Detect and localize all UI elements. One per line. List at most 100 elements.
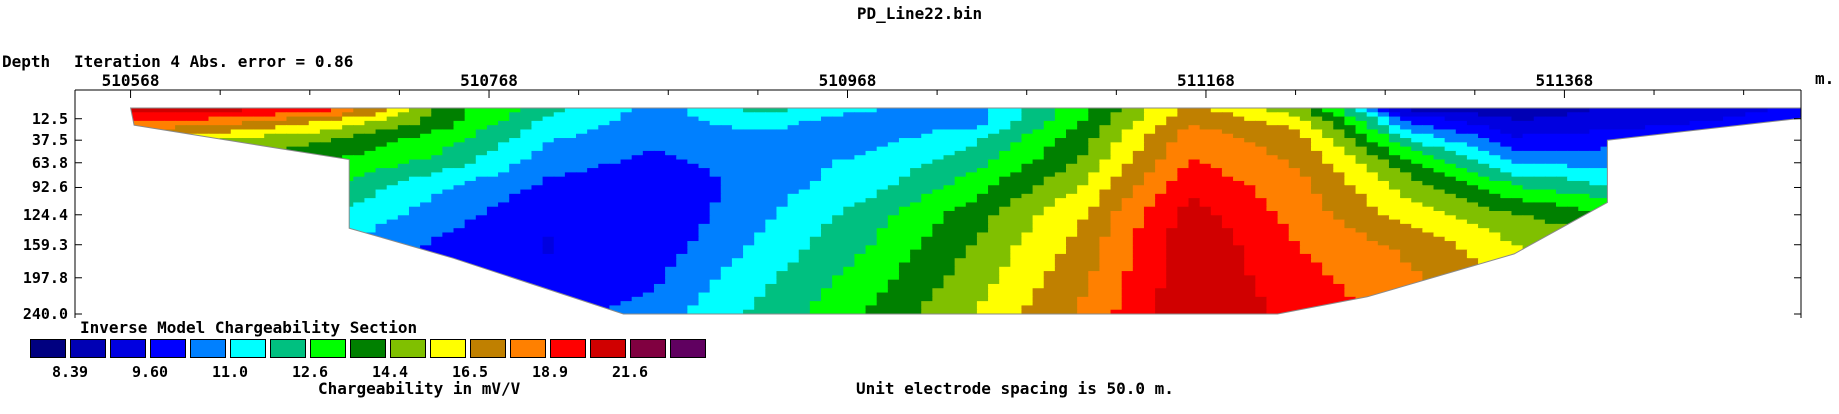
model-cell <box>1199 159 1212 165</box>
model-cell <box>1522 129 1535 135</box>
model-cell <box>1767 168 1780 173</box>
model-cell <box>587 245 599 251</box>
model-cell <box>1411 176 1423 182</box>
model-cell <box>1311 129 1323 135</box>
model-cell <box>1756 241 1769 246</box>
model-cell <box>1466 219 1479 225</box>
model-cell <box>197 211 210 216</box>
model-cell <box>1355 138 1368 143</box>
model-cell <box>264 249 276 255</box>
model-cell <box>798 202 811 208</box>
model-cell <box>731 180 744 186</box>
model-cell <box>709 193 722 199</box>
model-cell <box>1299 142 1312 148</box>
model-cell <box>1143 116 1156 122</box>
model-cell <box>1789 133 1802 139</box>
model-cell <box>375 116 388 122</box>
model-cell <box>965 163 978 169</box>
model-cell <box>1032 198 1045 204</box>
model-cell <box>709 219 722 225</box>
model-cell <box>887 125 900 131</box>
model-cell <box>1054 241 1067 246</box>
model-cell <box>1711 138 1724 143</box>
model-cell <box>531 133 544 139</box>
model-cell <box>1689 108 1702 113</box>
model-cell <box>1756 232 1769 238</box>
model-cell <box>1355 219 1368 225</box>
model-cell <box>1411 146 1423 152</box>
model-cell <box>275 168 288 173</box>
model-cell <box>809 241 822 246</box>
model-cell <box>887 185 900 191</box>
model-cell <box>1500 206 1513 212</box>
model-cell <box>1132 108 1145 113</box>
model-cell <box>1678 215 1691 221</box>
model-cell <box>1188 193 1201 199</box>
model-cell <box>286 146 299 152</box>
model-cell <box>1066 168 1078 173</box>
model-cell <box>486 146 499 152</box>
model-cell <box>665 120 677 126</box>
model-cell <box>1311 193 1323 199</box>
model-cell <box>1511 198 1524 204</box>
model-cell <box>186 206 198 212</box>
model-cell <box>1099 172 1112 178</box>
model-cell <box>1734 223 1746 229</box>
model-cell <box>1177 206 1190 212</box>
model-cell <box>1789 193 1802 199</box>
model-cell <box>420 232 432 238</box>
model-cell <box>1611 129 1624 135</box>
model-cell <box>230 215 243 221</box>
model-cell <box>698 150 711 156</box>
model-cell <box>642 172 655 178</box>
model-cell <box>1544 223 1557 229</box>
model-cell <box>1299 185 1312 191</box>
model-cell <box>798 228 811 234</box>
model-cell <box>832 185 844 191</box>
model-cell <box>464 125 477 131</box>
model-cell <box>1121 125 1134 131</box>
model-cell <box>1511 193 1524 199</box>
model-cell <box>364 211 377 216</box>
model-cell <box>275 180 288 186</box>
model-cell <box>876 193 889 199</box>
model-cell <box>832 176 844 182</box>
model-cell <box>1088 155 1101 161</box>
model-cell <box>1567 155 1579 161</box>
model-cell <box>1199 168 1212 173</box>
model-cell <box>620 245 633 251</box>
model-cell <box>1054 120 1067 126</box>
model-cell <box>1311 215 1323 221</box>
model-cell <box>999 241 1011 246</box>
model-cell <box>921 146 933 152</box>
model-cell <box>1522 223 1535 229</box>
model-cell <box>475 241 488 246</box>
model-cell <box>453 112 466 118</box>
model-cell <box>1734 180 1746 186</box>
model-cell <box>1344 168 1357 173</box>
model-cell <box>1233 129 1245 135</box>
model-cell <box>821 146 833 152</box>
model-cell <box>731 138 744 143</box>
model-cell <box>787 193 800 199</box>
model-cell <box>1255 163 1268 169</box>
model-cell <box>1778 120 1791 126</box>
model-cell <box>1388 185 1401 191</box>
model-cell <box>1032 215 1045 221</box>
model-cell <box>1522 198 1535 204</box>
model-cell <box>219 108 232 113</box>
model-cell <box>843 146 856 152</box>
model-cell <box>1422 168 1435 173</box>
model-cell <box>999 129 1011 135</box>
model-cell <box>976 241 989 246</box>
model-cell <box>1277 185 1290 191</box>
model-cell <box>152 206 165 212</box>
model-cell <box>130 198 143 204</box>
model-cell <box>1611 159 1624 165</box>
model-cell <box>832 142 844 148</box>
model-cell <box>1489 211 1501 216</box>
model-cell <box>1567 176 1579 182</box>
model-cell <box>531 193 544 199</box>
model-cell <box>910 150 922 156</box>
model-cell <box>498 133 510 139</box>
